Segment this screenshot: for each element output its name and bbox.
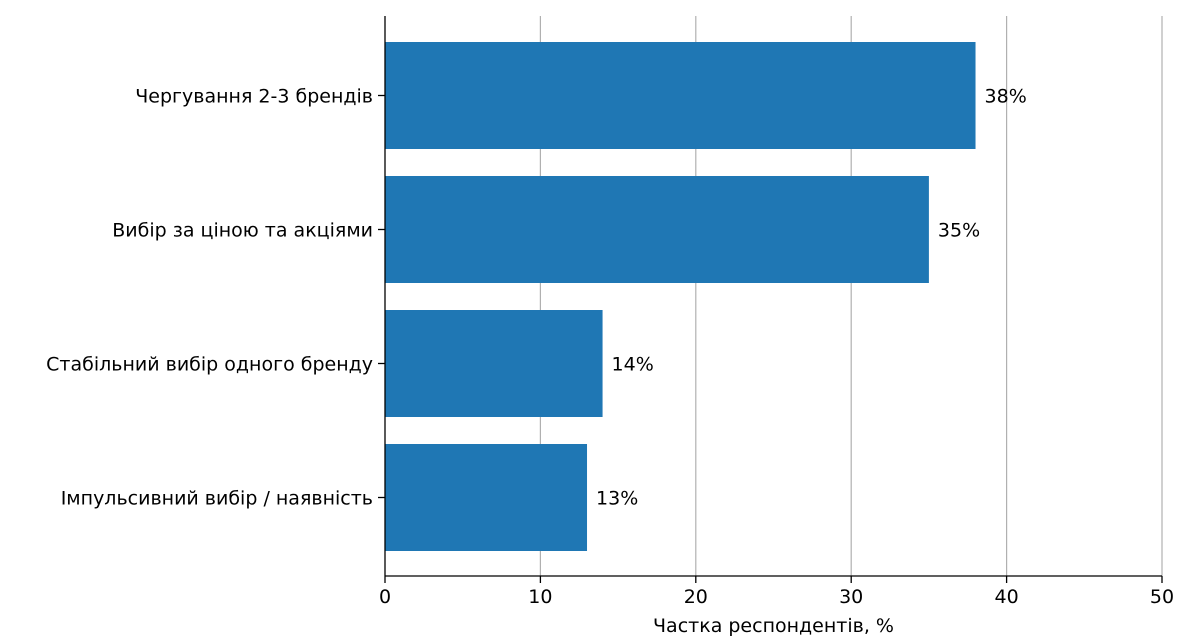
x-tick-label-10: 10 xyxy=(528,586,552,608)
x-tick-label-50: 50 xyxy=(1150,586,1174,608)
x-tick-label-20: 20 xyxy=(684,586,708,608)
x-tick-label-40: 40 xyxy=(995,586,1019,608)
category-label-3: Стабільний вибір одного бренду xyxy=(46,354,373,376)
value-label-2: 35% xyxy=(938,220,980,242)
x-axis: 0 10 20 30 40 50 xyxy=(378,16,1174,608)
bar-3 xyxy=(385,310,603,417)
value-label-3: 14% xyxy=(612,354,654,376)
category-label-4: Імпульсивний вибір / наявність xyxy=(61,488,373,510)
bar-2 xyxy=(385,176,929,283)
bar-4 xyxy=(385,444,588,551)
x-axis-title: Частка респондентів, % xyxy=(653,615,894,637)
x-tick-label-30: 30 xyxy=(839,586,863,608)
category-label-1: Чергування 2-3 брендів xyxy=(135,86,373,108)
labels: Чергування 2-3 брендів 38% Вибір за ціною … xyxy=(46,86,1027,510)
bars xyxy=(385,42,976,551)
bar-1 xyxy=(385,42,976,149)
category-label-2: Вибір за ціною та акціями xyxy=(112,220,373,242)
value-label-4: 13% xyxy=(596,488,638,510)
value-label-1: 38% xyxy=(985,86,1027,108)
x-tick-label-0: 0 xyxy=(379,586,391,608)
